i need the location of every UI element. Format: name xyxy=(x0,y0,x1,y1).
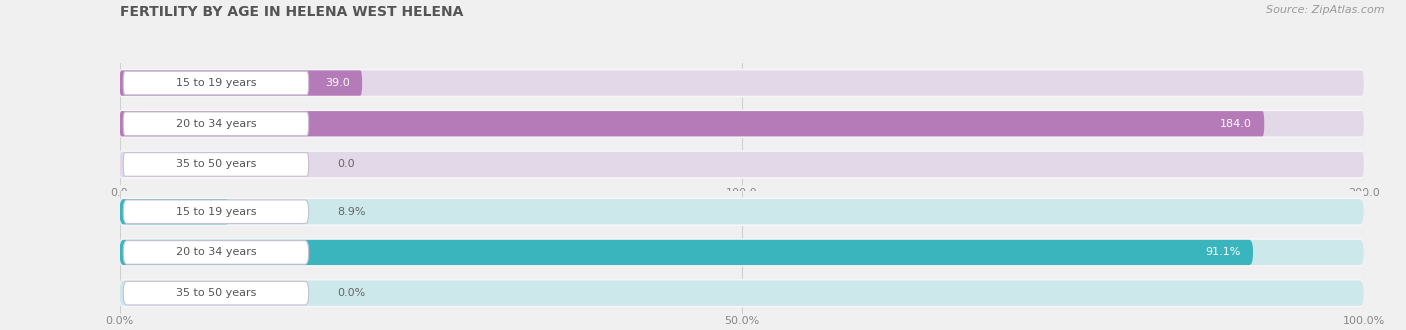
Text: FERTILITY BY AGE IN HELENA WEST HELENA: FERTILITY BY AGE IN HELENA WEST HELENA xyxy=(120,5,463,19)
FancyBboxPatch shape xyxy=(120,69,1364,97)
FancyBboxPatch shape xyxy=(124,241,309,264)
Text: 0.0: 0.0 xyxy=(337,159,354,169)
Text: 20 to 34 years: 20 to 34 years xyxy=(176,248,256,257)
Text: 35 to 50 years: 35 to 50 years xyxy=(176,288,256,298)
FancyBboxPatch shape xyxy=(124,200,309,223)
FancyBboxPatch shape xyxy=(120,199,231,224)
Text: 15 to 19 years: 15 to 19 years xyxy=(176,207,256,217)
FancyBboxPatch shape xyxy=(120,240,1253,265)
FancyBboxPatch shape xyxy=(120,111,1264,136)
FancyBboxPatch shape xyxy=(120,280,1364,306)
Text: 39.0: 39.0 xyxy=(325,78,350,88)
Text: 35 to 50 years: 35 to 50 years xyxy=(176,159,256,169)
FancyBboxPatch shape xyxy=(124,112,309,136)
FancyBboxPatch shape xyxy=(120,70,363,96)
Text: 8.9%: 8.9% xyxy=(337,207,366,217)
FancyBboxPatch shape xyxy=(124,153,309,176)
FancyBboxPatch shape xyxy=(120,152,1364,177)
Text: 184.0: 184.0 xyxy=(1220,119,1251,129)
FancyBboxPatch shape xyxy=(120,279,1364,308)
FancyBboxPatch shape xyxy=(120,240,1364,265)
FancyBboxPatch shape xyxy=(124,71,309,95)
Text: 20 to 34 years: 20 to 34 years xyxy=(176,119,256,129)
FancyBboxPatch shape xyxy=(120,238,1364,267)
FancyBboxPatch shape xyxy=(120,199,1364,224)
Text: 15 to 19 years: 15 to 19 years xyxy=(176,78,256,88)
Text: 0.0%: 0.0% xyxy=(337,288,366,298)
FancyBboxPatch shape xyxy=(120,197,1364,226)
Text: 91.1%: 91.1% xyxy=(1205,248,1240,257)
Text: Source: ZipAtlas.com: Source: ZipAtlas.com xyxy=(1267,5,1385,15)
FancyBboxPatch shape xyxy=(120,110,1364,138)
FancyBboxPatch shape xyxy=(124,281,309,305)
FancyBboxPatch shape xyxy=(120,150,1364,179)
FancyBboxPatch shape xyxy=(120,111,1364,136)
FancyBboxPatch shape xyxy=(120,70,1364,96)
